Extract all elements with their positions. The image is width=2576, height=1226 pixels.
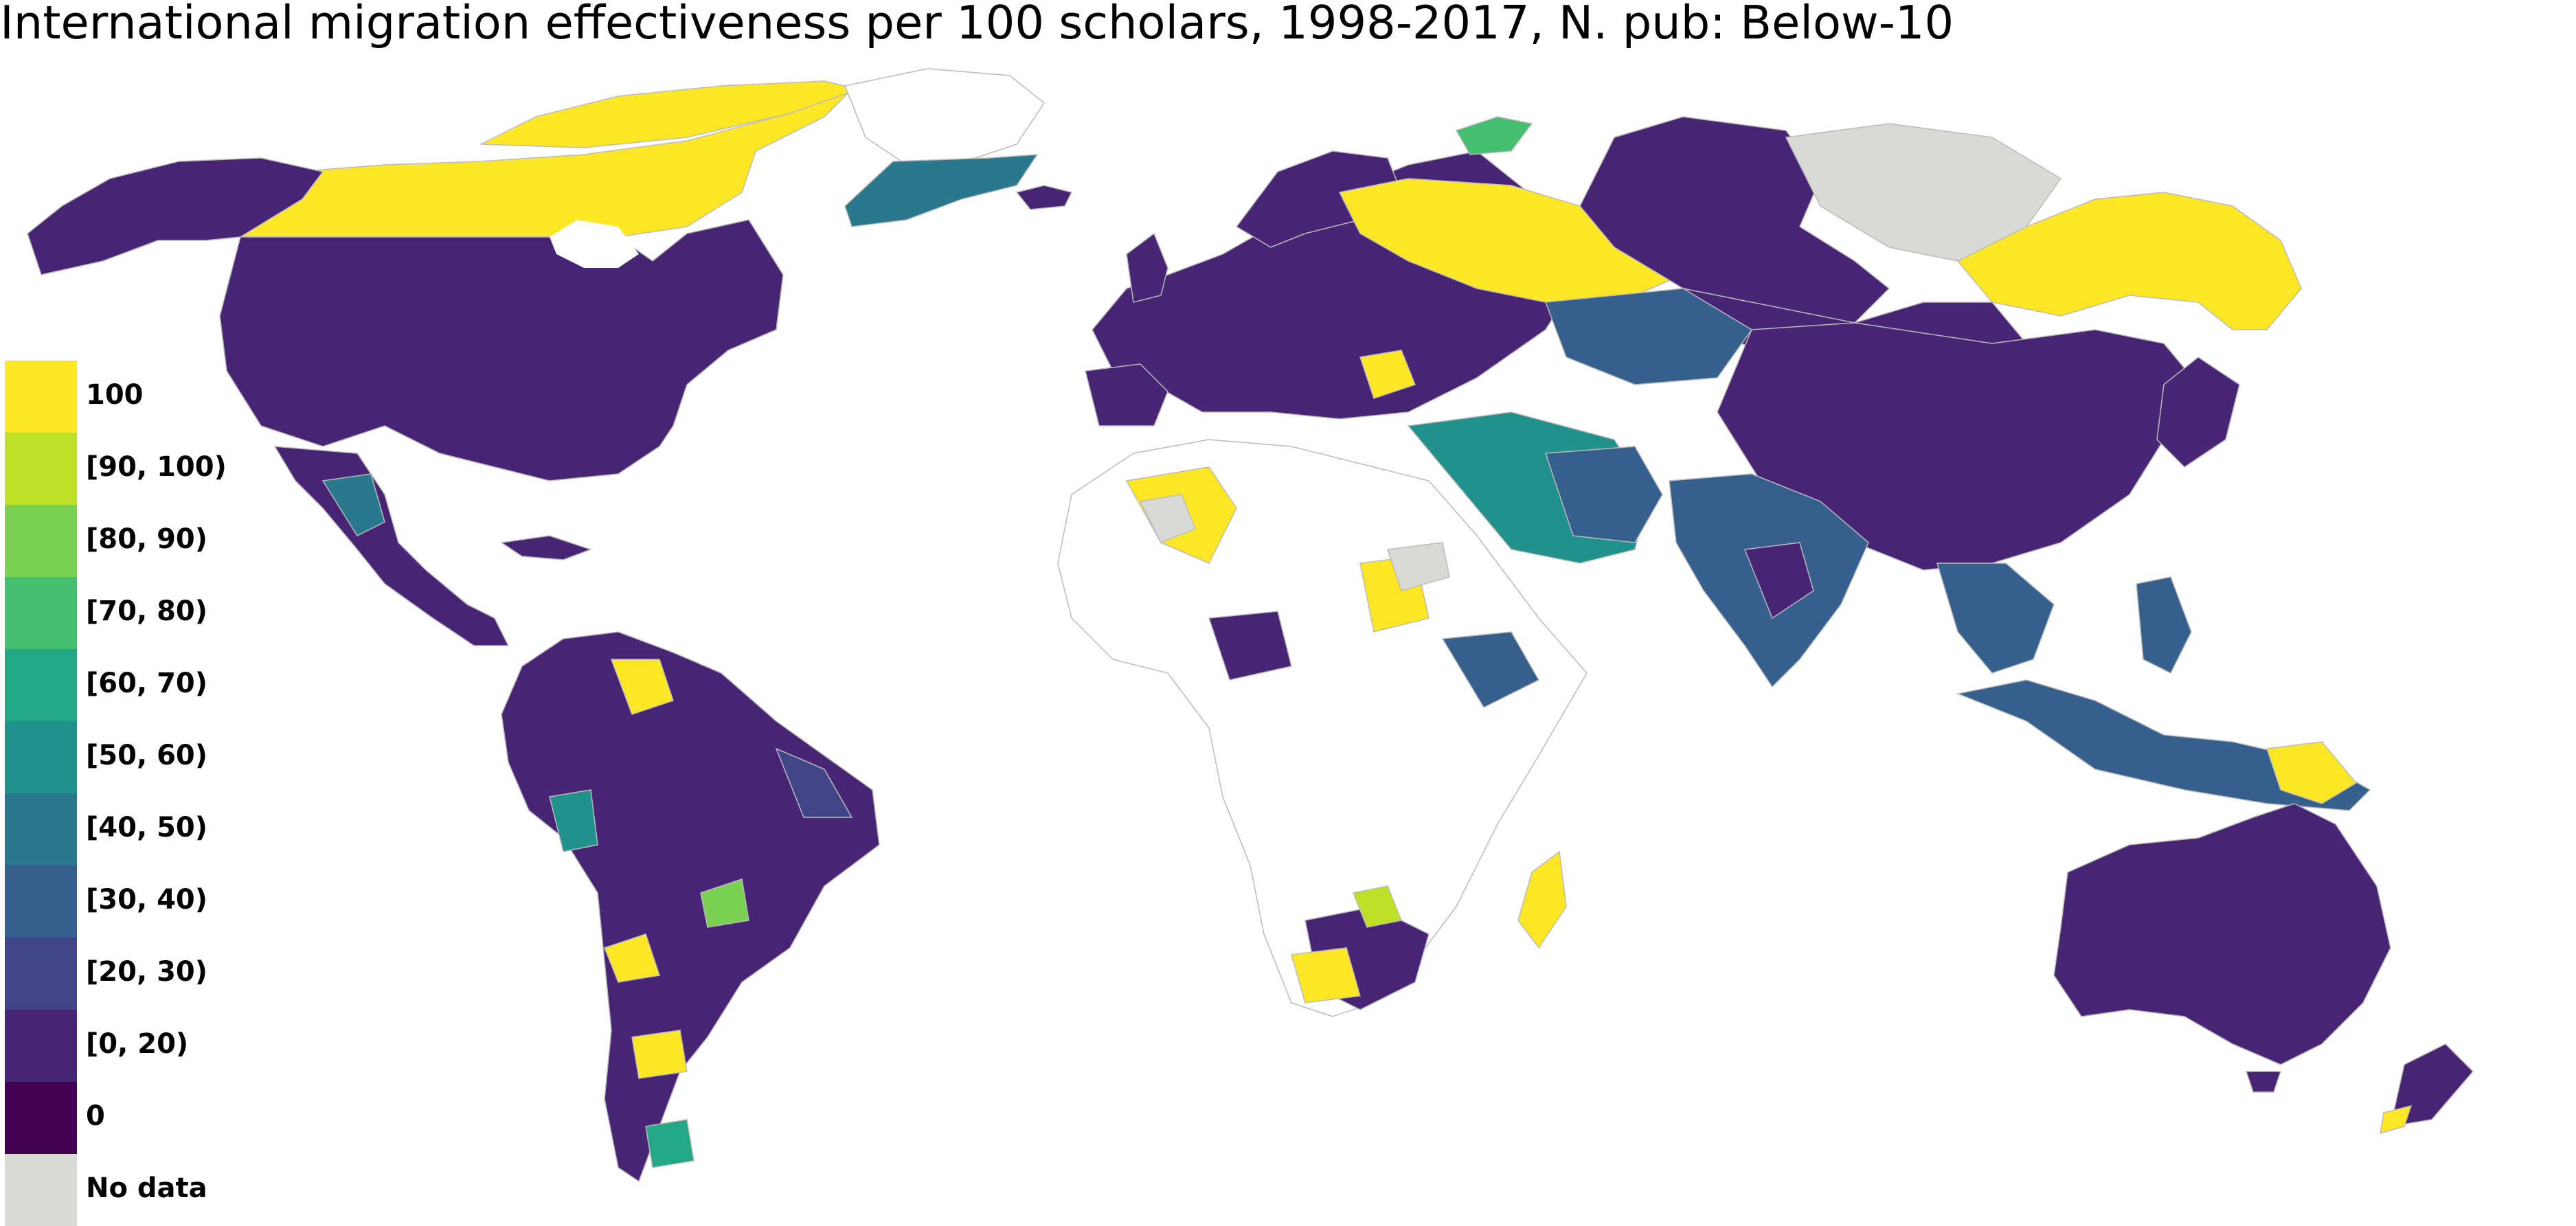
region-argentina-south [645, 1119, 694, 1168]
region-kazakhstan [1544, 288, 1753, 385]
region-peru [549, 789, 598, 852]
region-indonesia [1956, 679, 2371, 811]
legend-swatch [5, 793, 77, 865]
legend-label: [60, 70) [86, 668, 208, 699]
region-east-africa [1441, 631, 1540, 708]
region-greenland-north [844, 68, 1046, 166]
legend-label: [50, 60) [86, 740, 208, 771]
region-colombia [610, 659, 674, 715]
legend-label: [90, 100) [86, 451, 227, 483]
region-sudan-north [1386, 542, 1450, 591]
region-korea-japan [2156, 356, 2240, 468]
region-brazil-north [775, 747, 853, 818]
region-russia-east [1956, 192, 2302, 330]
region-svalbard [1455, 116, 1533, 155]
legend-swatch [5, 721, 77, 793]
legend-label: [30, 40) [86, 884, 208, 916]
legend-label: 100 [86, 379, 144, 411]
legend-swatch [5, 1082, 77, 1154]
region-mexico-north [321, 473, 385, 536]
region-libya [1139, 494, 1196, 543]
legend-label: 0 [86, 1100, 105, 1132]
region-cuba [499, 535, 593, 560]
map-title: International migration effectiveness pe… [0, 0, 1954, 49]
region-philippines [2136, 576, 2192, 674]
legend-swatch [5, 577, 77, 649]
legend-swatch [5, 938, 77, 1010]
legend-label: [0, 20) [86, 1028, 189, 1060]
region-new-zealand-south [2380, 1104, 2413, 1135]
region-zambia [1352, 885, 1403, 928]
legend-swatch [5, 865, 77, 938]
region-uk [1126, 232, 1168, 303]
region-tasmania [2245, 1071, 2282, 1093]
legend-swatch [5, 505, 77, 577]
region-north-america [219, 219, 784, 481]
region-iran [1544, 446, 1663, 543]
legend-swatch [5, 361, 77, 433]
region-spain [1085, 363, 1168, 427]
legend-swatch [5, 649, 77, 721]
region-bolivia [604, 933, 660, 983]
region-arctic-islands [480, 80, 861, 148]
region-south-america [501, 631, 880, 1183]
region-australia [2053, 803, 2391, 1065]
region-argentina-north [631, 1030, 688, 1079]
region-nigeria [1208, 611, 1292, 681]
region-paraguay [700, 878, 749, 928]
region-canada-north [239, 82, 859, 238]
region-india-south [1743, 542, 1814, 620]
region-madagascar [1517, 850, 1567, 949]
region-new-guinea [2266, 741, 2358, 804]
region-mexico-central-america [273, 446, 510, 646]
water-hudson-bay [550, 220, 639, 268]
legend-label: [20, 30) [86, 956, 208, 988]
legend-swatch [5, 433, 77, 505]
legend-label: [80, 90) [86, 523, 208, 555]
legend-label: [40, 50) [86, 812, 208, 843]
region-southeast-asia [1936, 563, 2055, 674]
legend-swatch [5, 1010, 77, 1082]
legend-label: No data [86, 1172, 207, 1204]
region-namibia [1291, 947, 1361, 1003]
region-balkans [1359, 350, 1416, 399]
region-russia-west [1338, 178, 1684, 303]
legend-label: [70, 80) [86, 595, 208, 627]
region-iceland [1015, 185, 1073, 210]
region-greenland-south [844, 154, 1039, 227]
legend-swatch [5, 1154, 77, 1226]
